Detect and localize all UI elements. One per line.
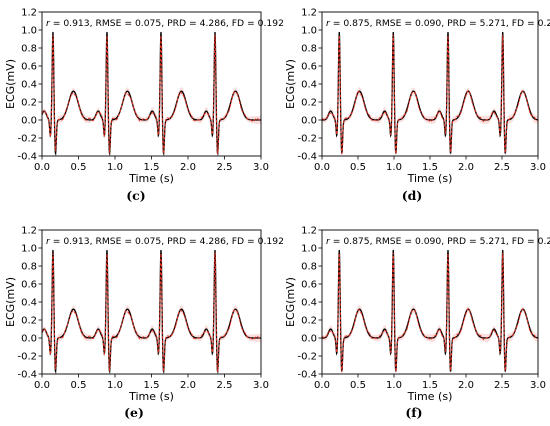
y-tick-label: 1.0 bbox=[301, 244, 317, 255]
metrics-annotation: r = 0.875, RMSE = 0.090, PRD = 5.271, FD… bbox=[326, 18, 550, 29]
y-tick-label: 0.6 bbox=[21, 62, 37, 73]
panel-label-c: (c) bbox=[126, 188, 145, 203]
reference-ecg-line bbox=[322, 250, 539, 372]
y-tick-label: 0.6 bbox=[301, 280, 317, 291]
x-axis-label: Time (s) bbox=[407, 390, 453, 403]
y-tick-label: 0.8 bbox=[301, 262, 317, 273]
panel-label-d: (d) bbox=[402, 188, 423, 203]
x-tick-label: 0.0 bbox=[34, 380, 50, 391]
reconstructed-ecg-line bbox=[41, 34, 262, 156]
x-axis-label: Time (s) bbox=[128, 390, 174, 403]
chart-panel-f: 0.0 0.5 1.0 1.5 2.0 2.5 3.0 -0.4 -0.2 0.0 0.2 0.4 0.… bbox=[284, 226, 550, 404]
metrics-annotation: r = 0.913, RMSE = 0.075, PRD = 4.286, FD… bbox=[46, 18, 284, 29]
x-tick-label: 3.0 bbox=[530, 380, 546, 391]
reconstructed-ecg-line bbox=[41, 252, 262, 374]
axes-frame bbox=[41, 229, 262, 375]
x-tick-label: 2.0 bbox=[458, 380, 474, 391]
reconstructed-ecg-line bbox=[321, 252, 539, 374]
y-axis-label: ECG(mV) bbox=[4, 277, 17, 327]
y-tick-label: 1.0 bbox=[21, 244, 37, 255]
x-tick-label: 1.0 bbox=[386, 162, 402, 173]
chart-panel-c: 0.0 0.5 1.0 1.5 2.0 2.5 3.0 -0.4 -0.2 0.0 0.2 0.4 0.… bbox=[4, 8, 284, 186]
x-tick-label: 2.0 bbox=[458, 162, 474, 173]
x-tick-label: 1.5 bbox=[144, 380, 160, 391]
y-tick-label: -0.4 bbox=[17, 370, 37, 381]
y-tick-label: 0.8 bbox=[21, 262, 37, 273]
x-tick-label: 0.5 bbox=[350, 380, 366, 391]
y-tick-label: 0.2 bbox=[21, 98, 37, 109]
x-tick-label: 0.0 bbox=[314, 380, 330, 391]
x-tick-label: 3.0 bbox=[253, 380, 269, 391]
y-tick-label: -0.2 bbox=[297, 134, 317, 145]
y-tick-label: 0.2 bbox=[301, 98, 317, 109]
y-tick-label: 0.4 bbox=[21, 80, 37, 91]
x-tick-label: 1.0 bbox=[386, 380, 402, 391]
panel-label-f: (f) bbox=[405, 405, 422, 420]
y-tick-label: -0.4 bbox=[297, 152, 317, 163]
x-tick-label: 1.0 bbox=[107, 380, 123, 391]
y-tick-label: 0.2 bbox=[301, 316, 317, 327]
x-tick-label: 2.0 bbox=[180, 162, 196, 173]
metrics-annotation: r = 0.913, RMSE = 0.075, PRD = 4.286, FD… bbox=[46, 236, 284, 247]
y-tick-label: 0.0 bbox=[301, 334, 317, 345]
x-tick-label: 0.0 bbox=[314, 162, 330, 173]
x-tick-label: 2.5 bbox=[217, 380, 233, 391]
x-tick-label: 1.5 bbox=[144, 162, 160, 173]
y-tick-label: 0.6 bbox=[301, 62, 317, 73]
y-tick-label: 1.0 bbox=[301, 26, 317, 37]
axes-frame bbox=[321, 229, 539, 375]
panel-label-e: (e) bbox=[124, 405, 144, 420]
y-tick-label: -0.4 bbox=[297, 370, 317, 381]
x-tick-label: 0.5 bbox=[350, 162, 366, 173]
y-tick-label: 0.4 bbox=[301, 80, 317, 91]
chart-panel-e: 0.0 0.5 1.0 1.5 2.0 2.5 3.0 -0.4 -0.2 0.0 0.2 0.4 0.… bbox=[4, 226, 284, 404]
x-tick-label: 1.0 bbox=[107, 162, 123, 173]
y-tick-label: 0.2 bbox=[21, 316, 37, 327]
y-tick-label: 1.0 bbox=[21, 26, 37, 37]
x-tick-label: 3.0 bbox=[530, 162, 546, 173]
reference-ecg-line bbox=[322, 32, 539, 154]
reconstructed-ecg-line bbox=[321, 34, 539, 156]
y-axis-label: ECG(mV) bbox=[4, 59, 17, 109]
y-tick-label: -0.4 bbox=[17, 152, 37, 163]
axes-frame bbox=[321, 11, 539, 157]
axes-frame bbox=[41, 11, 262, 157]
x-tick-label: 1.5 bbox=[422, 380, 438, 391]
y-tick-label: -0.2 bbox=[17, 134, 37, 145]
x-tick-label: 3.0 bbox=[253, 162, 269, 173]
x-tick-label: 1.5 bbox=[422, 162, 438, 173]
x-axis-label: Time (s) bbox=[128, 172, 174, 185]
reference-ecg-line bbox=[41, 32, 261, 156]
y-tick-label: 0.0 bbox=[21, 116, 37, 127]
x-tick-label: 2.0 bbox=[180, 380, 196, 391]
reference-ecg-line bbox=[41, 250, 261, 374]
y-tick-label: -0.2 bbox=[297, 352, 317, 363]
y-tick-label: 1.2 bbox=[21, 226, 37, 237]
x-tick-label: 0.0 bbox=[34, 162, 50, 173]
y-tick-label: 1.2 bbox=[301, 8, 317, 19]
x-tick-label: 0.5 bbox=[71, 380, 87, 391]
y-tick-label: -0.2 bbox=[17, 352, 37, 363]
y-tick-label: 0.4 bbox=[301, 298, 317, 309]
chart-panel-d: 0.0 0.5 1.0 1.5 2.0 2.5 3.0 -0.4 -0.2 0.0 0.2 0.4 0.… bbox=[284, 8, 550, 186]
x-tick-label: 2.5 bbox=[494, 162, 510, 173]
x-tick-label: 2.5 bbox=[217, 162, 233, 173]
y-tick-label: 0.8 bbox=[301, 44, 317, 55]
y-axis-label: ECG(mV) bbox=[284, 277, 297, 327]
x-tick-label: 2.5 bbox=[494, 380, 510, 391]
y-axis-label: ECG(mV) bbox=[284, 59, 297, 109]
y-tick-label: 0.6 bbox=[21, 280, 37, 291]
y-tick-label: 0.4 bbox=[21, 298, 37, 309]
x-axis-label: Time (s) bbox=[407, 172, 453, 185]
y-tick-label: 0.0 bbox=[21, 334, 37, 345]
y-tick-label: 1.2 bbox=[21, 8, 37, 19]
y-tick-label: 0.0 bbox=[301, 116, 317, 127]
y-tick-label: 0.8 bbox=[21, 44, 37, 55]
x-tick-label: 0.5 bbox=[71, 162, 87, 173]
metrics-annotation: r = 0.875, RMSE = 0.090, PRD = 5.271, FD… bbox=[326, 236, 550, 247]
y-tick-label: 1.2 bbox=[301, 226, 317, 237]
